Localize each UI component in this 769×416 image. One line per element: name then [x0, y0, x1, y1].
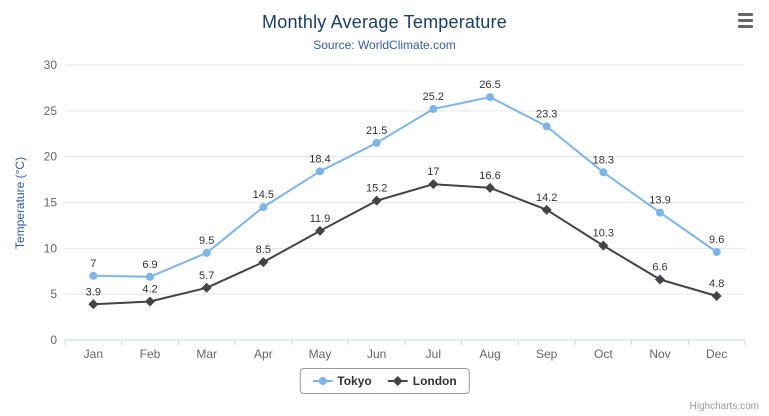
x-axis-label: Jun: [367, 347, 386, 361]
point-london-jul[interactable]: [428, 179, 439, 190]
point-london-sep[interactable]: [541, 204, 552, 215]
x-axis-label: Jan: [84, 347, 103, 361]
point-tokyo-mar[interactable]: [202, 248, 211, 257]
data-label-london: 16.6: [479, 170, 500, 182]
point-tokyo-aug[interactable]: [486, 93, 494, 102]
data-label-tokyo: 18.3: [593, 154, 614, 166]
point-tokyo-dec[interactable]: [712, 248, 721, 256]
data-label-tokyo: 9.5: [199, 235, 214, 247]
y-axis-label: 0: [50, 333, 57, 347]
y-axis-label: 5: [50, 287, 57, 301]
x-axis-label: Jul: [426, 347, 441, 361]
x-axis-label: Oct: [594, 347, 613, 361]
x-axis-label: Feb: [140, 347, 161, 361]
data-label-tokyo: 9.6: [709, 234, 724, 246]
y-axis-label: 25: [44, 104, 58, 118]
point-tokyo-nov[interactable]: [656, 208, 664, 217]
x-axis-label: Sep: [536, 347, 558, 361]
y-axis-label: 20: [44, 150, 58, 164]
data-label-london: 4.8: [709, 278, 724, 290]
data-label-london: 3.9: [86, 286, 101, 298]
y-axis-label: 15: [44, 196, 58, 210]
data-label-london: 11.9: [310, 213, 331, 225]
point-london-aug[interactable]: [485, 182, 495, 193]
point-tokyo-jun[interactable]: [372, 138, 381, 147]
x-axis-label: Dec: [706, 347, 727, 361]
hamburger-icon: [737, 18, 753, 22]
point-tokyo-oct[interactable]: [599, 168, 608, 177]
legend-label-london: London: [412, 374, 457, 388]
data-label-tokyo: 14.5: [253, 189, 274, 201]
point-tokyo-sep[interactable]: [542, 122, 551, 131]
x-axis-label: Apr: [254, 347, 273, 361]
legend-item-tokyo[interactable]: Tokyo: [312, 374, 372, 388]
x-axis-label: Aug: [479, 347, 500, 361]
data-label-tokyo: 26.5: [479, 79, 500, 91]
point-london-apr[interactable]: [258, 257, 269, 268]
x-axis-label: Mar: [196, 347, 217, 361]
data-label-london: 10.3: [593, 228, 614, 240]
data-label-tokyo: 6.9: [142, 259, 157, 271]
data-label-tokyo: 21.5: [366, 125, 387, 137]
hamburger-icon: [737, 24, 753, 28]
series-line-london: [92, 183, 718, 306]
credits-link[interactable]: Highcharts.com: [689, 401, 759, 412]
data-label-london: 14.2: [536, 192, 557, 204]
x-axis-label: May: [309, 347, 332, 361]
data-label-tokyo: 23.3: [536, 108, 557, 120]
series-line-tokyo: [92, 96, 718, 278]
chart-subtitle: Source: WorldClimate.com: [313, 38, 456, 52]
point-london-oct[interactable]: [598, 240, 609, 251]
data-label-london: 17: [427, 166, 439, 178]
point-london-jun[interactable]: [371, 195, 382, 206]
data-label-london: 8.5: [256, 244, 271, 256]
data-label-london: 4.2: [142, 284, 157, 296]
point-london-dec[interactable]: [711, 291, 722, 301]
point-london-nov[interactable]: [655, 274, 665, 285]
london-marker-icon: [387, 376, 408, 386]
point-london-mar[interactable]: [201, 282, 212, 293]
point-london-may[interactable]: [315, 225, 325, 236]
point-tokyo-may[interactable]: [316, 167, 324, 176]
data-label-tokyo: 25.2: [423, 91, 444, 103]
data-label-tokyo: 7: [90, 258, 96, 270]
legend-item-london[interactable]: London: [387, 374, 457, 388]
point-tokyo-jan[interactable]: [89, 271, 98, 280]
data-label-london: 6.6: [652, 262, 667, 274]
data-label-london: 15.2: [366, 183, 387, 195]
data-label-tokyo: 13.9: [649, 195, 670, 207]
tokyo-marker-icon: [312, 377, 333, 385]
export-menu-button[interactable]: [733, 10, 757, 30]
y-axis-label: 10: [44, 241, 58, 255]
y-axis-label: 30: [44, 58, 58, 72]
x-axis-label: Nov: [649, 347, 670, 361]
point-london-feb[interactable]: [145, 296, 155, 307]
point-tokyo-jul[interactable]: [429, 105, 438, 113]
point-tokyo-apr[interactable]: [259, 203, 268, 212]
hamburger-icon: [737, 12, 753, 16]
point-london-jan[interactable]: [88, 299, 99, 310]
legend-label-tokyo: Tokyo: [337, 374, 372, 388]
legend: Tokyo London: [299, 368, 470, 394]
data-label-tokyo: 18.4: [309, 153, 330, 165]
point-tokyo-feb[interactable]: [146, 272, 154, 281]
chart-title: Monthly Average Temperature: [262, 12, 507, 32]
data-label-london: 5.7: [199, 270, 214, 282]
